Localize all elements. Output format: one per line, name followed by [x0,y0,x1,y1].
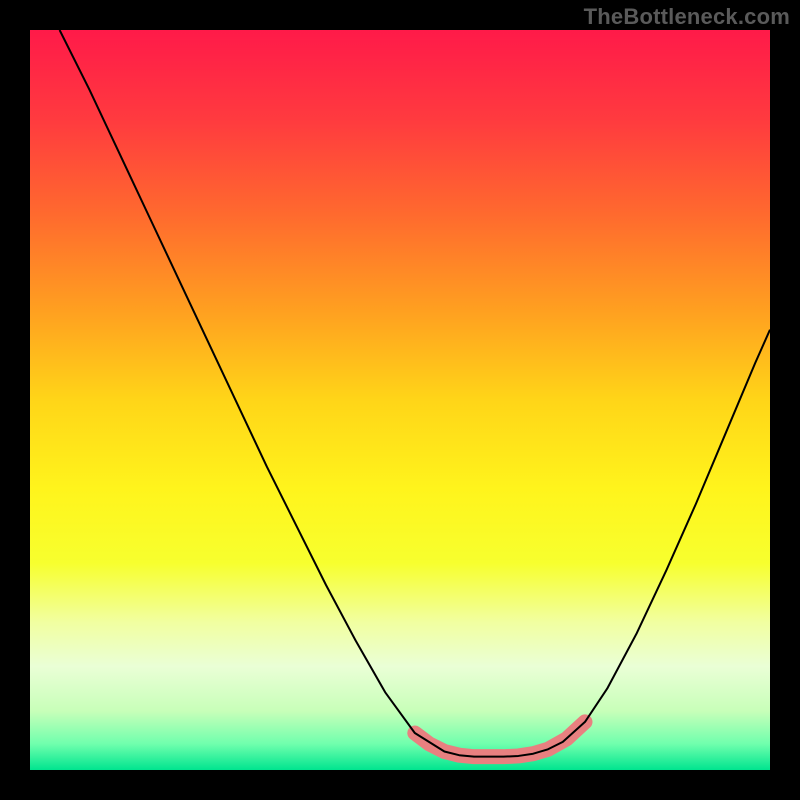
gradient-background [30,30,770,770]
bottleneck-curve-chart [30,30,770,770]
plot-area [30,30,770,770]
chart-stage: TheBottleneck.com [0,0,800,800]
watermark-text: TheBottleneck.com [584,4,790,30]
